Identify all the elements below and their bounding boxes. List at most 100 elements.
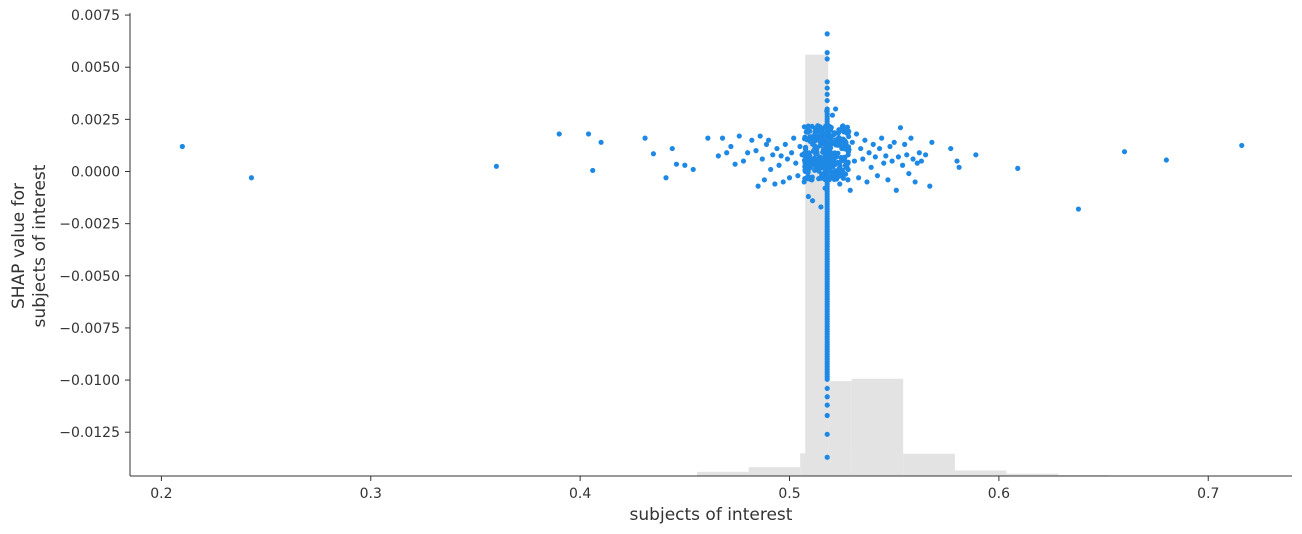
scatter-point xyxy=(807,128,813,134)
scatter-point xyxy=(682,162,688,168)
scatter-point xyxy=(832,106,839,112)
scatter-point xyxy=(838,136,845,142)
scatter-point xyxy=(818,204,824,210)
y-axis-label-line-1: SHAP value for xyxy=(9,183,29,309)
scatter-point xyxy=(929,139,935,145)
scatter-point xyxy=(912,179,918,185)
scatter-point xyxy=(856,175,862,181)
x-tick-label: 0.3 xyxy=(360,486,382,502)
scatter-point xyxy=(838,158,844,164)
scatter-point xyxy=(815,127,822,133)
scatter-point xyxy=(866,150,872,156)
scatter-point xyxy=(825,126,832,132)
scatter-point xyxy=(862,137,868,143)
scatter-point xyxy=(791,135,797,141)
scatter-point xyxy=(845,144,852,150)
scatter-point xyxy=(840,172,846,178)
y-tick-label: −0.0075 xyxy=(59,321,120,337)
scatter-point xyxy=(732,161,738,167)
y-tick-label: 0.0050 xyxy=(71,60,120,76)
scatter-point xyxy=(789,150,795,156)
x-tick-label: 0.4 xyxy=(569,486,591,502)
scatter-point xyxy=(728,143,734,150)
scatter-point xyxy=(1015,165,1021,171)
scatter-point xyxy=(824,50,830,56)
scatter-point xyxy=(839,123,845,130)
scatter-point xyxy=(824,412,830,419)
scatter-point xyxy=(868,164,874,170)
scatter-point xyxy=(842,141,848,147)
scatter-point xyxy=(870,141,876,147)
scatter-point xyxy=(673,161,680,167)
scatter-point xyxy=(889,158,895,164)
scatter-point xyxy=(885,177,891,183)
scatter-point xyxy=(802,146,809,152)
y-tick-label: −0.0125 xyxy=(59,425,120,441)
scatter-point xyxy=(927,183,933,189)
scatter-point xyxy=(891,139,897,145)
y-tick-label: 0.0025 xyxy=(71,112,120,128)
scatter-point xyxy=(795,173,801,179)
scatter-point xyxy=(835,130,842,136)
scatter-point xyxy=(763,141,770,147)
scatter-point xyxy=(910,156,916,162)
x-tick-label: 0.7 xyxy=(1197,486,1219,502)
scatter-point xyxy=(902,141,908,147)
scatter-point xyxy=(824,402,830,408)
scatter-point xyxy=(948,145,954,152)
scatter-point xyxy=(834,139,840,145)
scatter-point xyxy=(822,177,828,183)
scatter-point xyxy=(753,148,759,154)
scatter-point xyxy=(774,145,780,152)
y-axis-ticks: 0.0075 0.0050 0.0025 0.0000 −0.0025 −0.0050 −0… xyxy=(59,8,130,441)
scatter-point xyxy=(819,163,825,169)
scatter-point xyxy=(851,158,858,164)
scatter-point xyxy=(853,131,860,137)
scatter-point xyxy=(824,79,830,85)
scatter-point xyxy=(817,139,823,145)
histogram-bar xyxy=(851,378,904,476)
scatter-point xyxy=(179,143,185,150)
histogram-bar xyxy=(954,470,1007,476)
scatter-point xyxy=(805,193,811,200)
scatter-point xyxy=(1163,157,1169,163)
scatter-point xyxy=(805,150,812,156)
scatter-point xyxy=(801,124,807,130)
scatter-point xyxy=(908,135,914,141)
scatter-point xyxy=(715,153,721,159)
scatter-point xyxy=(897,125,904,131)
scatter-point xyxy=(812,167,818,173)
scatter-point xyxy=(827,145,834,151)
histogram-bar xyxy=(748,467,801,476)
scatter-point xyxy=(835,150,841,156)
scatter-point xyxy=(824,31,830,37)
scatter-point xyxy=(824,56,830,62)
scatter-point xyxy=(824,91,830,97)
histogram-bar xyxy=(805,54,829,477)
scatter-point xyxy=(740,158,747,164)
scatter-point xyxy=(772,181,778,187)
scatter-point xyxy=(895,154,901,160)
histogram-bar xyxy=(1006,473,1058,476)
scatter-point xyxy=(836,165,842,172)
scatter-point xyxy=(893,187,899,193)
scatter-point xyxy=(755,183,761,189)
scatter-point xyxy=(745,150,751,156)
scatter-point xyxy=(736,133,742,139)
scatter-point xyxy=(829,170,835,176)
scatter-point xyxy=(827,161,833,167)
scatter-point xyxy=(824,454,830,460)
scatter-point xyxy=(844,164,850,171)
scatter-point xyxy=(804,163,810,169)
y-tick-label: 0.0075 xyxy=(71,8,120,24)
scatter-point xyxy=(845,160,851,166)
histogram-bar xyxy=(903,453,955,476)
scatter-point xyxy=(802,175,808,182)
scatter-point xyxy=(663,175,669,181)
scatter-point xyxy=(821,147,828,153)
scatter-point xyxy=(770,152,776,158)
scatter-point xyxy=(824,85,830,91)
scatter-point xyxy=(807,176,813,182)
scatter-point xyxy=(846,128,852,134)
